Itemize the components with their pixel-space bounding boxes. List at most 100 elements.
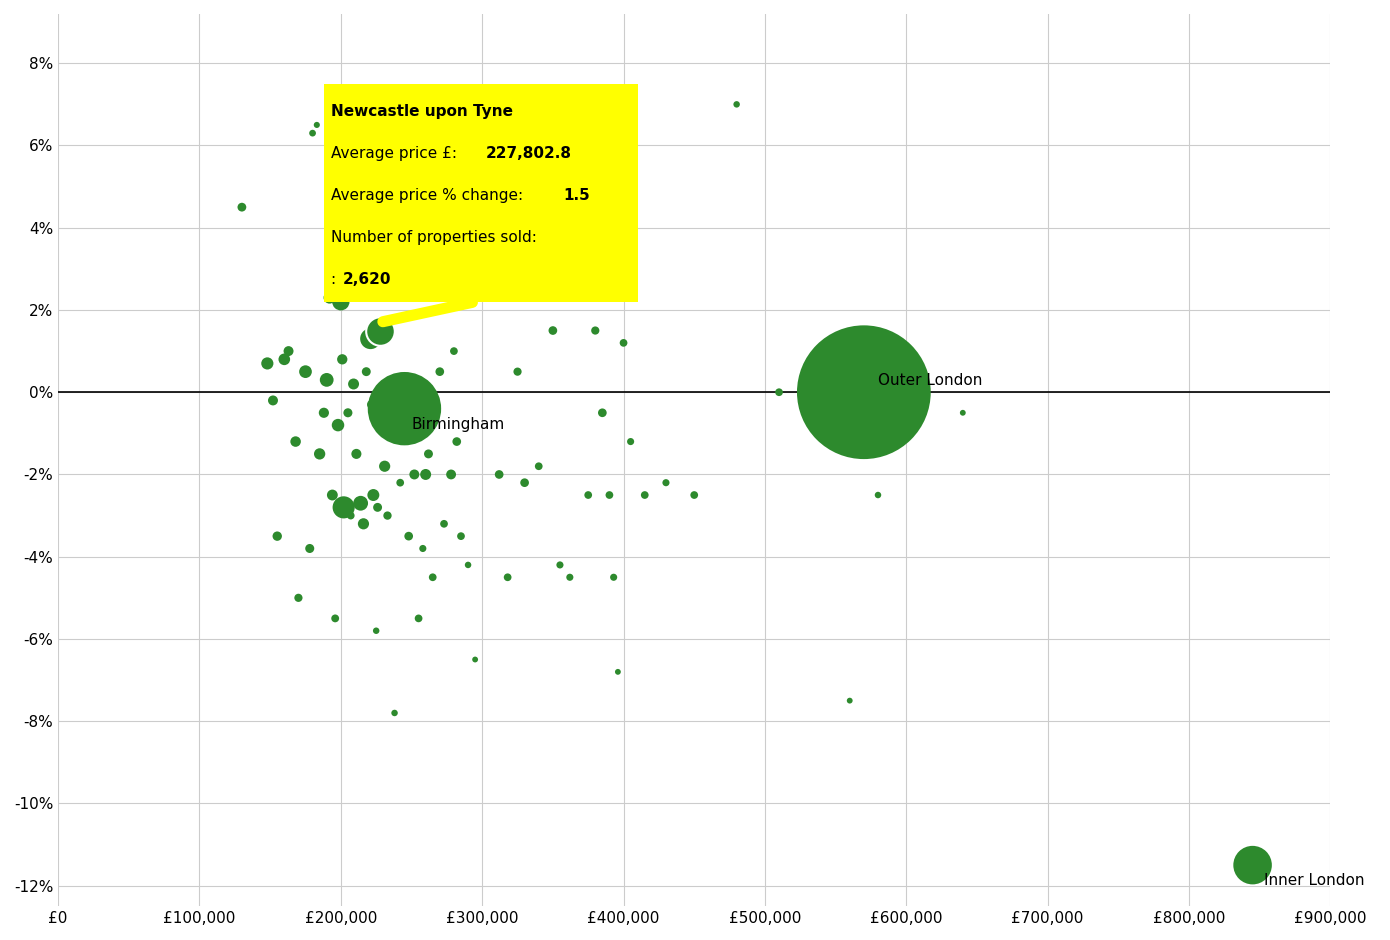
Text: Average price % change:: Average price % change: <box>331 188 528 203</box>
Point <box>457 557 480 572</box>
Point <box>591 405 613 420</box>
Point <box>309 446 331 462</box>
Point <box>339 508 361 523</box>
Point <box>528 459 550 474</box>
Point <box>316 372 338 387</box>
Point <box>349 495 371 510</box>
Point <box>367 500 389 515</box>
Point <box>389 475 411 490</box>
Point <box>607 665 630 680</box>
Point <box>377 508 399 523</box>
Point <box>421 570 443 585</box>
Point <box>373 323 395 338</box>
Point <box>432 516 455 531</box>
Point <box>386 377 409 392</box>
Point <box>513 475 535 490</box>
Point <box>278 344 300 359</box>
Point <box>441 467 463 482</box>
Point <box>1241 857 1264 872</box>
Point <box>299 540 321 556</box>
Point <box>398 528 420 543</box>
Point <box>478 282 500 297</box>
Point <box>549 557 571 572</box>
Point <box>767 384 790 400</box>
Point <box>488 467 510 482</box>
Point <box>374 459 396 474</box>
Point <box>446 434 468 449</box>
Point <box>368 323 391 338</box>
Point <box>952 405 974 420</box>
Point <box>302 126 324 141</box>
Point <box>577 488 599 503</box>
Text: Outer London: Outer London <box>877 373 983 388</box>
Point <box>570 270 592 285</box>
Point <box>464 652 486 667</box>
Point <box>414 467 436 482</box>
Point <box>265 528 288 543</box>
Text: 2,620: 2,620 <box>343 272 391 287</box>
Point <box>655 475 677 490</box>
Point <box>400 384 423 400</box>
Text: Average price £:: Average price £: <box>331 147 461 162</box>
Text: 227,802.8: 227,802.8 <box>485 147 571 162</box>
Point <box>852 384 874 400</box>
Point <box>471 261 493 276</box>
Point <box>345 446 367 462</box>
Text: 1.5: 1.5 <box>563 188 591 203</box>
Text: Inner London: Inner London <box>1264 872 1364 887</box>
Point <box>352 516 374 531</box>
Point <box>361 397 384 412</box>
Point <box>306 118 328 133</box>
Point <box>584 323 606 338</box>
Point <box>393 401 416 416</box>
Point <box>356 364 378 379</box>
Point <box>324 611 346 626</box>
Point <box>379 426 402 441</box>
Point <box>318 290 341 306</box>
Point <box>542 323 564 338</box>
Text: Newcastle upon Tyne: Newcastle upon Tyne <box>331 104 513 119</box>
Text: Number of properties sold:: Number of properties sold: <box>331 230 537 245</box>
Point <box>403 467 425 482</box>
Point <box>274 352 296 367</box>
Point <box>485 241 507 256</box>
Point <box>256 356 278 371</box>
Point <box>321 488 343 503</box>
Point <box>285 434 307 449</box>
Text: :: : <box>331 272 341 287</box>
Point <box>384 705 406 720</box>
Point <box>313 405 335 420</box>
Point <box>261 393 284 408</box>
Point <box>370 384 392 400</box>
Point <box>332 500 354 515</box>
Point <box>450 528 473 543</box>
Point <box>598 488 620 503</box>
Point <box>342 377 364 392</box>
Point <box>327 417 349 432</box>
Point <box>366 623 388 638</box>
Point <box>559 570 581 585</box>
Point <box>295 364 317 379</box>
Point <box>620 434 642 449</box>
Point <box>411 540 434 556</box>
Point <box>360 331 382 346</box>
Point <box>506 364 528 379</box>
Point <box>231 199 253 214</box>
Point <box>428 364 450 379</box>
Point <box>363 488 385 503</box>
Point <box>336 405 359 420</box>
Point <box>496 570 518 585</box>
Point <box>331 352 353 367</box>
Point <box>407 611 430 626</box>
Text: Birmingham: Birmingham <box>411 417 505 432</box>
Point <box>288 590 310 605</box>
Point <box>392 118 414 133</box>
Point <box>417 446 439 462</box>
Point <box>867 488 890 503</box>
Point <box>443 344 466 359</box>
Point <box>613 336 635 351</box>
Point <box>556 241 578 256</box>
Point <box>602 570 624 585</box>
Point <box>726 97 748 112</box>
FancyBboxPatch shape <box>324 84 638 302</box>
